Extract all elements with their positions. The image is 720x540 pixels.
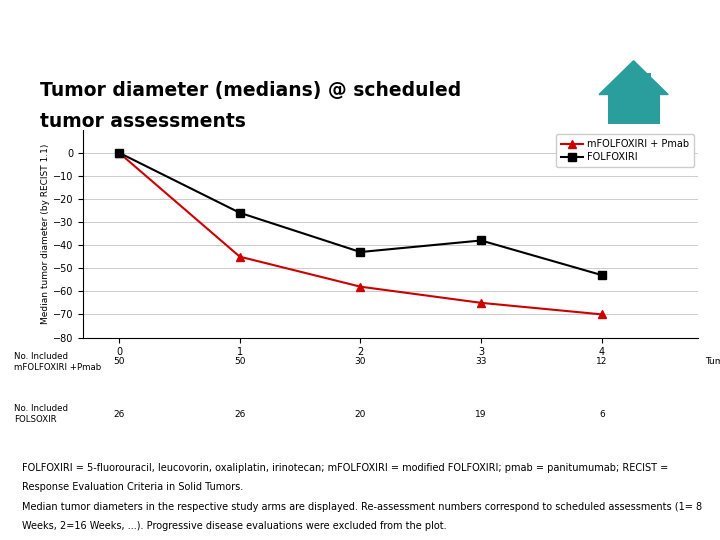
Text: tumor assessments: tumor assessments (40, 112, 246, 131)
FOLFOXIRI (598, 272, 606, 279)
mFOLFOXIRI + Pmab (235, 253, 244, 260)
FOLFOXIRI (235, 210, 244, 216)
Polygon shape (599, 60, 668, 94)
Text: 20: 20 (355, 410, 366, 419)
mFOLFOXIRI + Pmab (598, 311, 606, 318)
Text: 6: 6 (599, 410, 605, 419)
Text: Tumor diameter (medians) @ scheduled: Tumor diameter (medians) @ scheduled (40, 81, 461, 100)
FancyBboxPatch shape (608, 93, 660, 124)
Text: 26: 26 (113, 410, 125, 419)
Line: mFOLFOXIRI + Pmab: mFOLFOXIRI + Pmab (115, 148, 606, 319)
FOLFOXIRI (477, 237, 485, 244)
Y-axis label: Median tumor diameter (by RECIST 1.1): Median tumor diameter (by RECIST 1.1) (41, 143, 50, 324)
Line: FOLFOXIRI: FOLFOXIRI (115, 148, 606, 279)
FOLFOXIRI (356, 249, 365, 255)
FOLFOXIRI (114, 150, 123, 156)
Legend: mFOLFOXIRI + Pmab, FOLFOXIRI: mFOLFOXIRI + Pmab, FOLFOXIRI (557, 134, 693, 167)
Text: Weeks, 2=16 Weeks, ...). Progressive disease evaluations were excluded from the : Weeks, 2=16 Weeks, ...). Progressive dis… (22, 521, 446, 531)
mFOLFOXIRI + Pmab (477, 300, 485, 306)
FancyBboxPatch shape (639, 73, 651, 87)
Text: FOLFOXIRI = 5-fluorouracil, leucovorin, oxaliplatin, irinotecan; mFOLFOXIRI = mo: FOLFOXIRI = 5-fluorouracil, leucovorin, … (22, 463, 668, 473)
Text: Median tumor diameters in the respective study arms are displayed. Re-assessment: Median tumor diameters in the respective… (22, 502, 702, 511)
Text: 12: 12 (596, 357, 608, 366)
Text: 26: 26 (234, 410, 246, 419)
Text: 30: 30 (355, 357, 366, 366)
Text: 50: 50 (234, 357, 246, 366)
Text: 19: 19 (475, 410, 487, 419)
mFOLFOXIRI + Pmab (114, 150, 123, 156)
Text: 33: 33 (475, 357, 487, 366)
mFOLFOXIRI + Pmab (356, 284, 365, 290)
Text: Response Evaluation Criteria in Solid Tumors.: Response Evaluation Criteria in Solid Tu… (22, 482, 243, 492)
Text: Tumor assessment: Tumor assessment (706, 357, 720, 366)
Text: No. Included
FOLSOXIR: No. Included FOLSOXIR (14, 404, 68, 424)
Text: 50: 50 (113, 357, 125, 366)
Text: Modest DP, et al. Tumor dynamics with fluorouracil/folinic acid, irinotecan and : Modest DP, et al. Tumor dynamics with fl… (24, 15, 696, 48)
Text: No. Included
mFOLFOXIRI +Pmab: No. Included mFOLFOXIRI +Pmab (14, 352, 102, 372)
